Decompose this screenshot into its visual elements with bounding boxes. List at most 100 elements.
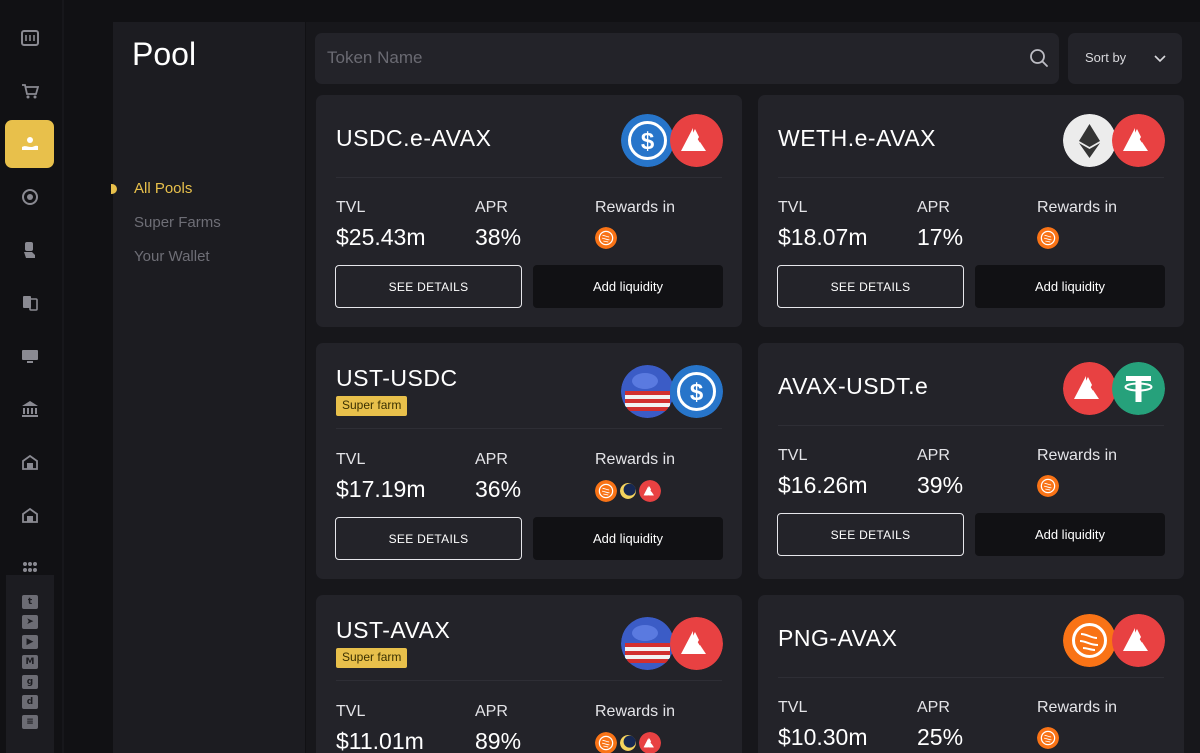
apr-value: 39% [917,472,964,498]
see-details-button[interactable]: SEE DETAILS [777,513,964,556]
active-indicator [111,184,117,194]
apr-label: APR [475,451,508,468]
pool-card[interactable]: AVAX-USDT.e TVL APR Rewards in $16.26m 39% SEE… [758,343,1184,579]
tvl-value: $16.26m [778,472,868,498]
social-links: t ➤ ▶ M g d ≡ [6,575,54,753]
avax-reward-icon [639,732,661,753]
pool-card[interactable]: WETH.e-AVAX TVL APR Rewards in $18.07m 17% SEE… [758,95,1184,327]
tvl-label: TVL [336,199,366,216]
avax-token-icon [670,114,723,167]
apr-value: 25% [917,724,964,750]
divider [336,177,722,178]
avax-token-icon [670,617,723,670]
cart-icon[interactable] [5,67,54,115]
pool-token-logos [621,617,723,670]
apr-value: 89% [475,728,522,753]
cards-icon[interactable] [5,279,54,327]
github-icon[interactable]: g [22,675,38,689]
png-reward-icon [595,227,617,249]
rewards-label: Rewards in [595,199,676,216]
add-liquidity-button[interactable]: Add liquidity [975,513,1165,556]
filter-your-wallet[interactable]: Your Wallet [134,248,210,265]
monitor-icon[interactable] [5,332,54,380]
twitter-icon[interactable]: t [22,595,38,609]
pool-card[interactable]: USDC.e-AVAX TVL APR Rewards in $25.43m 38% SEE… [316,95,742,327]
apr-value: 38% [475,224,522,250]
tvl-value: $25.43m [336,224,426,250]
pool-card[interactable]: UST-USDC Super farm TVL APR Rewards in $17.19… [316,343,742,579]
add-liquidity-button[interactable]: Add liquidity [975,265,1165,308]
sort-dropdown[interactable]: Sort by [1068,33,1182,84]
reward-tokens [595,480,661,502]
tvl-label: TVL [778,199,808,216]
see-details-button[interactable]: SEE DETAILS [777,265,964,308]
building-icon[interactable] [5,438,54,486]
tvl-value: $11.01m [336,728,424,753]
chevron-down-icon [1154,55,1166,63]
rewards-label: Rewards in [1037,199,1118,216]
hand-token-icon[interactable] [5,226,54,274]
filter-super-farms[interactable]: Super Farms [134,214,221,231]
building-alt-icon[interactable] [5,491,54,539]
pool-token-logos [621,114,723,167]
see-details-button[interactable]: SEE DETAILS [335,517,522,560]
sort-label: Sort by [1085,50,1127,65]
add-liquidity-button[interactable]: Add liquidity [533,265,723,308]
see-details-button[interactable]: SEE DETAILS [335,265,522,308]
divider [778,425,1164,426]
usdt-token-icon [1112,362,1165,415]
telegram-icon[interactable]: ➤ [22,615,38,629]
png-reward-icon [595,480,617,502]
pool-token-logos [621,365,723,418]
reward-tokens [1037,475,1059,497]
luna-reward-icon [620,735,636,751]
search-icon[interactable] [1029,48,1049,68]
apr-label: APR [917,447,950,464]
search-input[interactable]: Token Name [315,33,1059,84]
divider [778,677,1164,678]
pool-hand-icon[interactable] [5,120,54,168]
apr-label: APR [917,699,950,716]
tvl-label: TVL [778,447,808,464]
tvl-label: TVL [336,703,366,720]
apr-value: 17% [917,224,964,250]
super-farm-badge: Super farm [336,396,408,416]
pool-card[interactable]: UST-AVAX Super farm TVL APR Rewards in $11.01… [316,595,742,753]
pool-name: AVAX-USDT.e [778,373,929,399]
luna-reward-icon [620,483,636,499]
page-title: Pool [132,36,197,72]
dashboard-icon[interactable] [5,14,54,62]
png-reward-icon [1037,727,1059,749]
pool-card[interactable]: PNG-AVAX TVL APR Rewards in $10.30m 25% [758,595,1184,753]
avax-reward-icon [639,480,661,502]
filter-label: All Pools [134,180,193,197]
png-reward-icon [1037,475,1059,497]
medium-icon[interactable]: M [22,655,38,669]
divider [778,177,1164,178]
pool-name: UST-USDC [336,365,458,391]
tvl-value: $18.07m [778,224,868,250]
docs-icon[interactable]: ≡ [22,715,38,729]
pool-filter-panel: Pool All Pools Super Farms Your Wallet [111,22,305,753]
pool-token-logos [1063,362,1165,415]
ust-token-icon [621,617,674,670]
filter-all-pools[interactable]: All Pools [111,180,193,197]
swirl-icon[interactable] [5,173,54,221]
youtube-icon[interactable]: ▶ [22,635,38,649]
apps-icon[interactable] [5,544,54,592]
tvl-label: TVL [336,451,366,468]
avax-token-icon [1112,114,1165,167]
reward-tokens [1037,727,1059,749]
divider [336,428,722,429]
usdc-token-icon [621,114,674,167]
apr-label: APR [475,199,508,216]
discord-icon[interactable]: d [22,695,38,709]
pool-token-logos [1063,114,1165,167]
rail-divider [62,0,64,753]
png-reward-icon [595,732,617,753]
add-liquidity-button[interactable]: Add liquidity [533,517,723,560]
apr-value: 36% [475,476,522,502]
tvl-value: $17.19m [336,476,426,502]
reward-tokens [595,227,617,249]
bank-icon[interactable] [5,385,54,433]
